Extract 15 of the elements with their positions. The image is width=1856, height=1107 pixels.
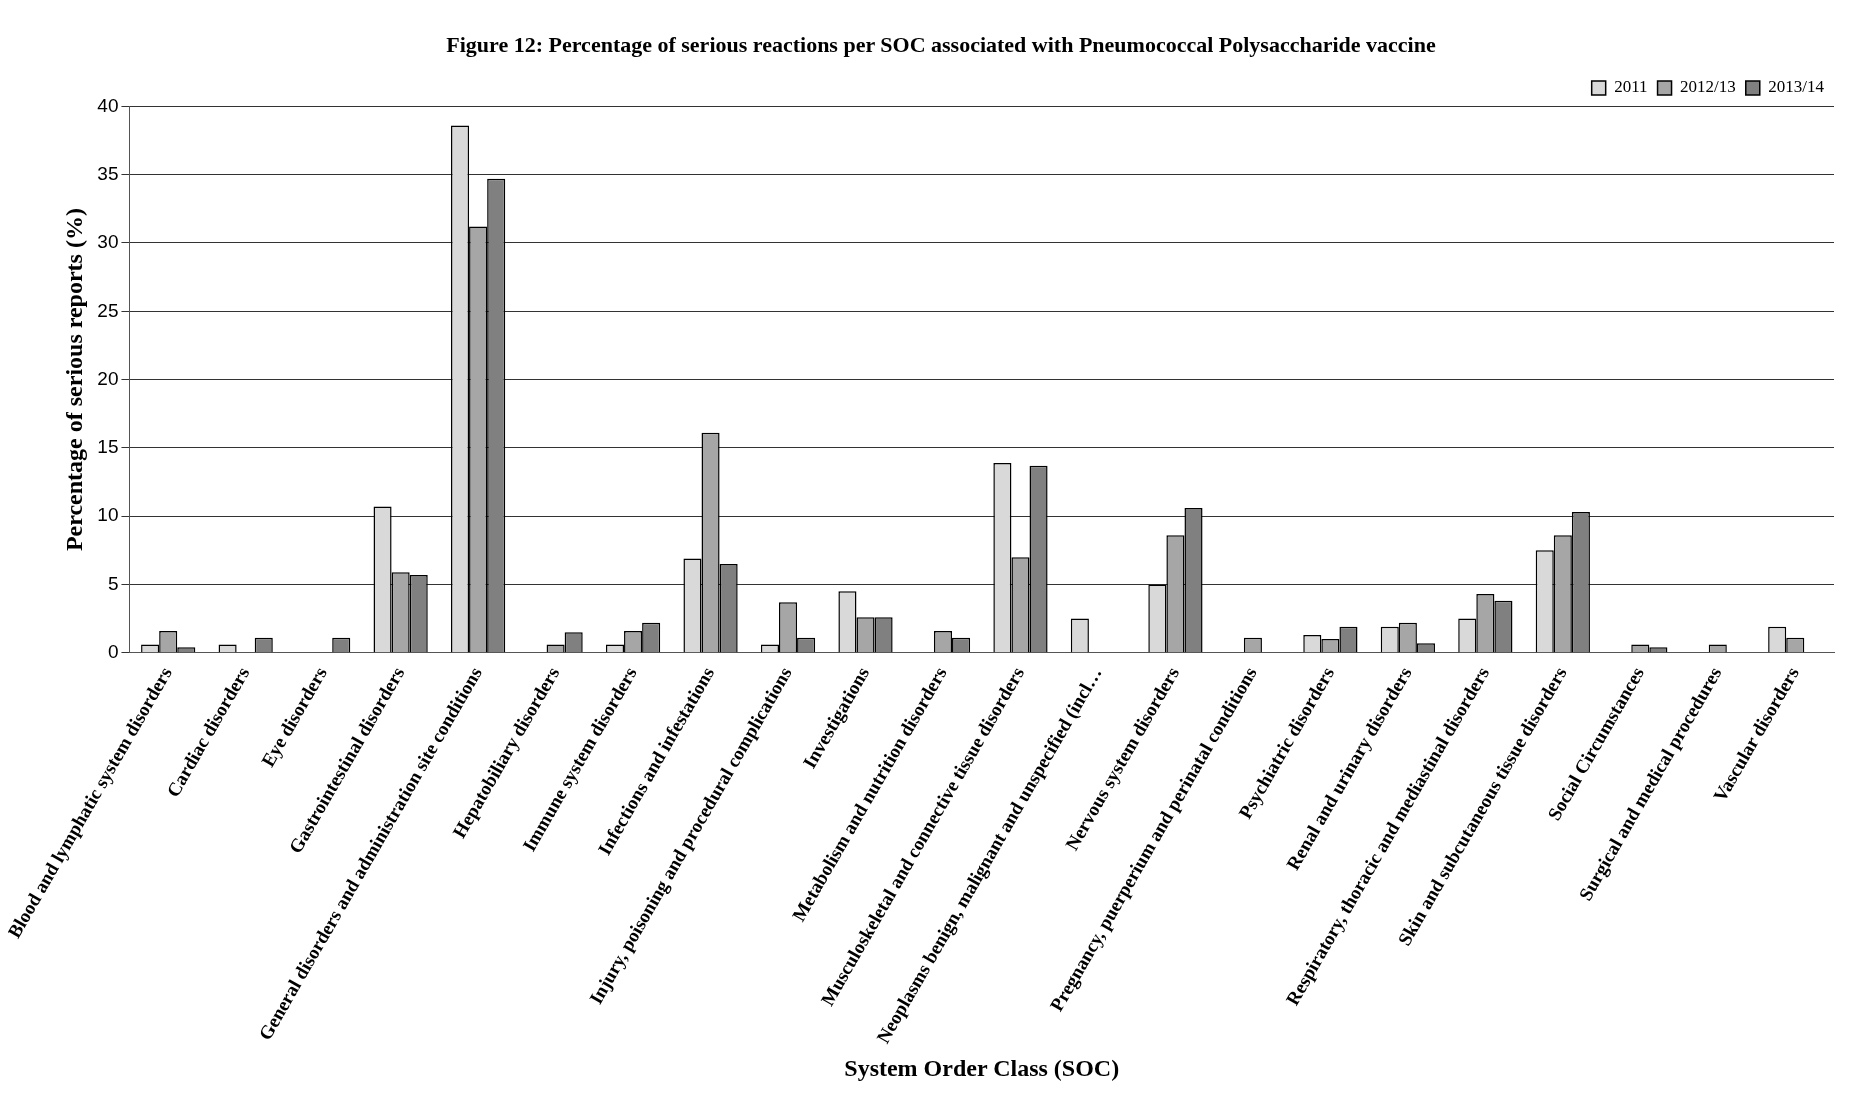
y-tick-label: 40 — [97, 94, 119, 116]
x-axis-title: System Order Class (SOC) — [844, 1054, 1120, 1081]
y-axis-title: Percentage of serious reports (%) — [61, 208, 88, 552]
y-tick-label: 25 — [97, 299, 119, 321]
y-tick-label: 35 — [97, 162, 119, 184]
legend-label: 2012/13 — [1680, 77, 1736, 97]
y-tick-label: 30 — [97, 231, 119, 253]
y-tick-label: 10 — [97, 504, 119, 526]
y-tick-label: 20 — [97, 367, 119, 389]
y-tick-label: 0 — [107, 641, 119, 662]
y-tick-label: 5 — [107, 572, 119, 594]
legend-label: 2011 — [1614, 77, 1648, 97]
y-tick-label: 15 — [97, 436, 119, 458]
legend-label: 2013/14 — [1768, 77, 1825, 97]
chart-title: Figure 12: Percentage of serious reactions per SOC associated with Pneumococcal Polysaccharide vaccine — [446, 31, 1436, 57]
